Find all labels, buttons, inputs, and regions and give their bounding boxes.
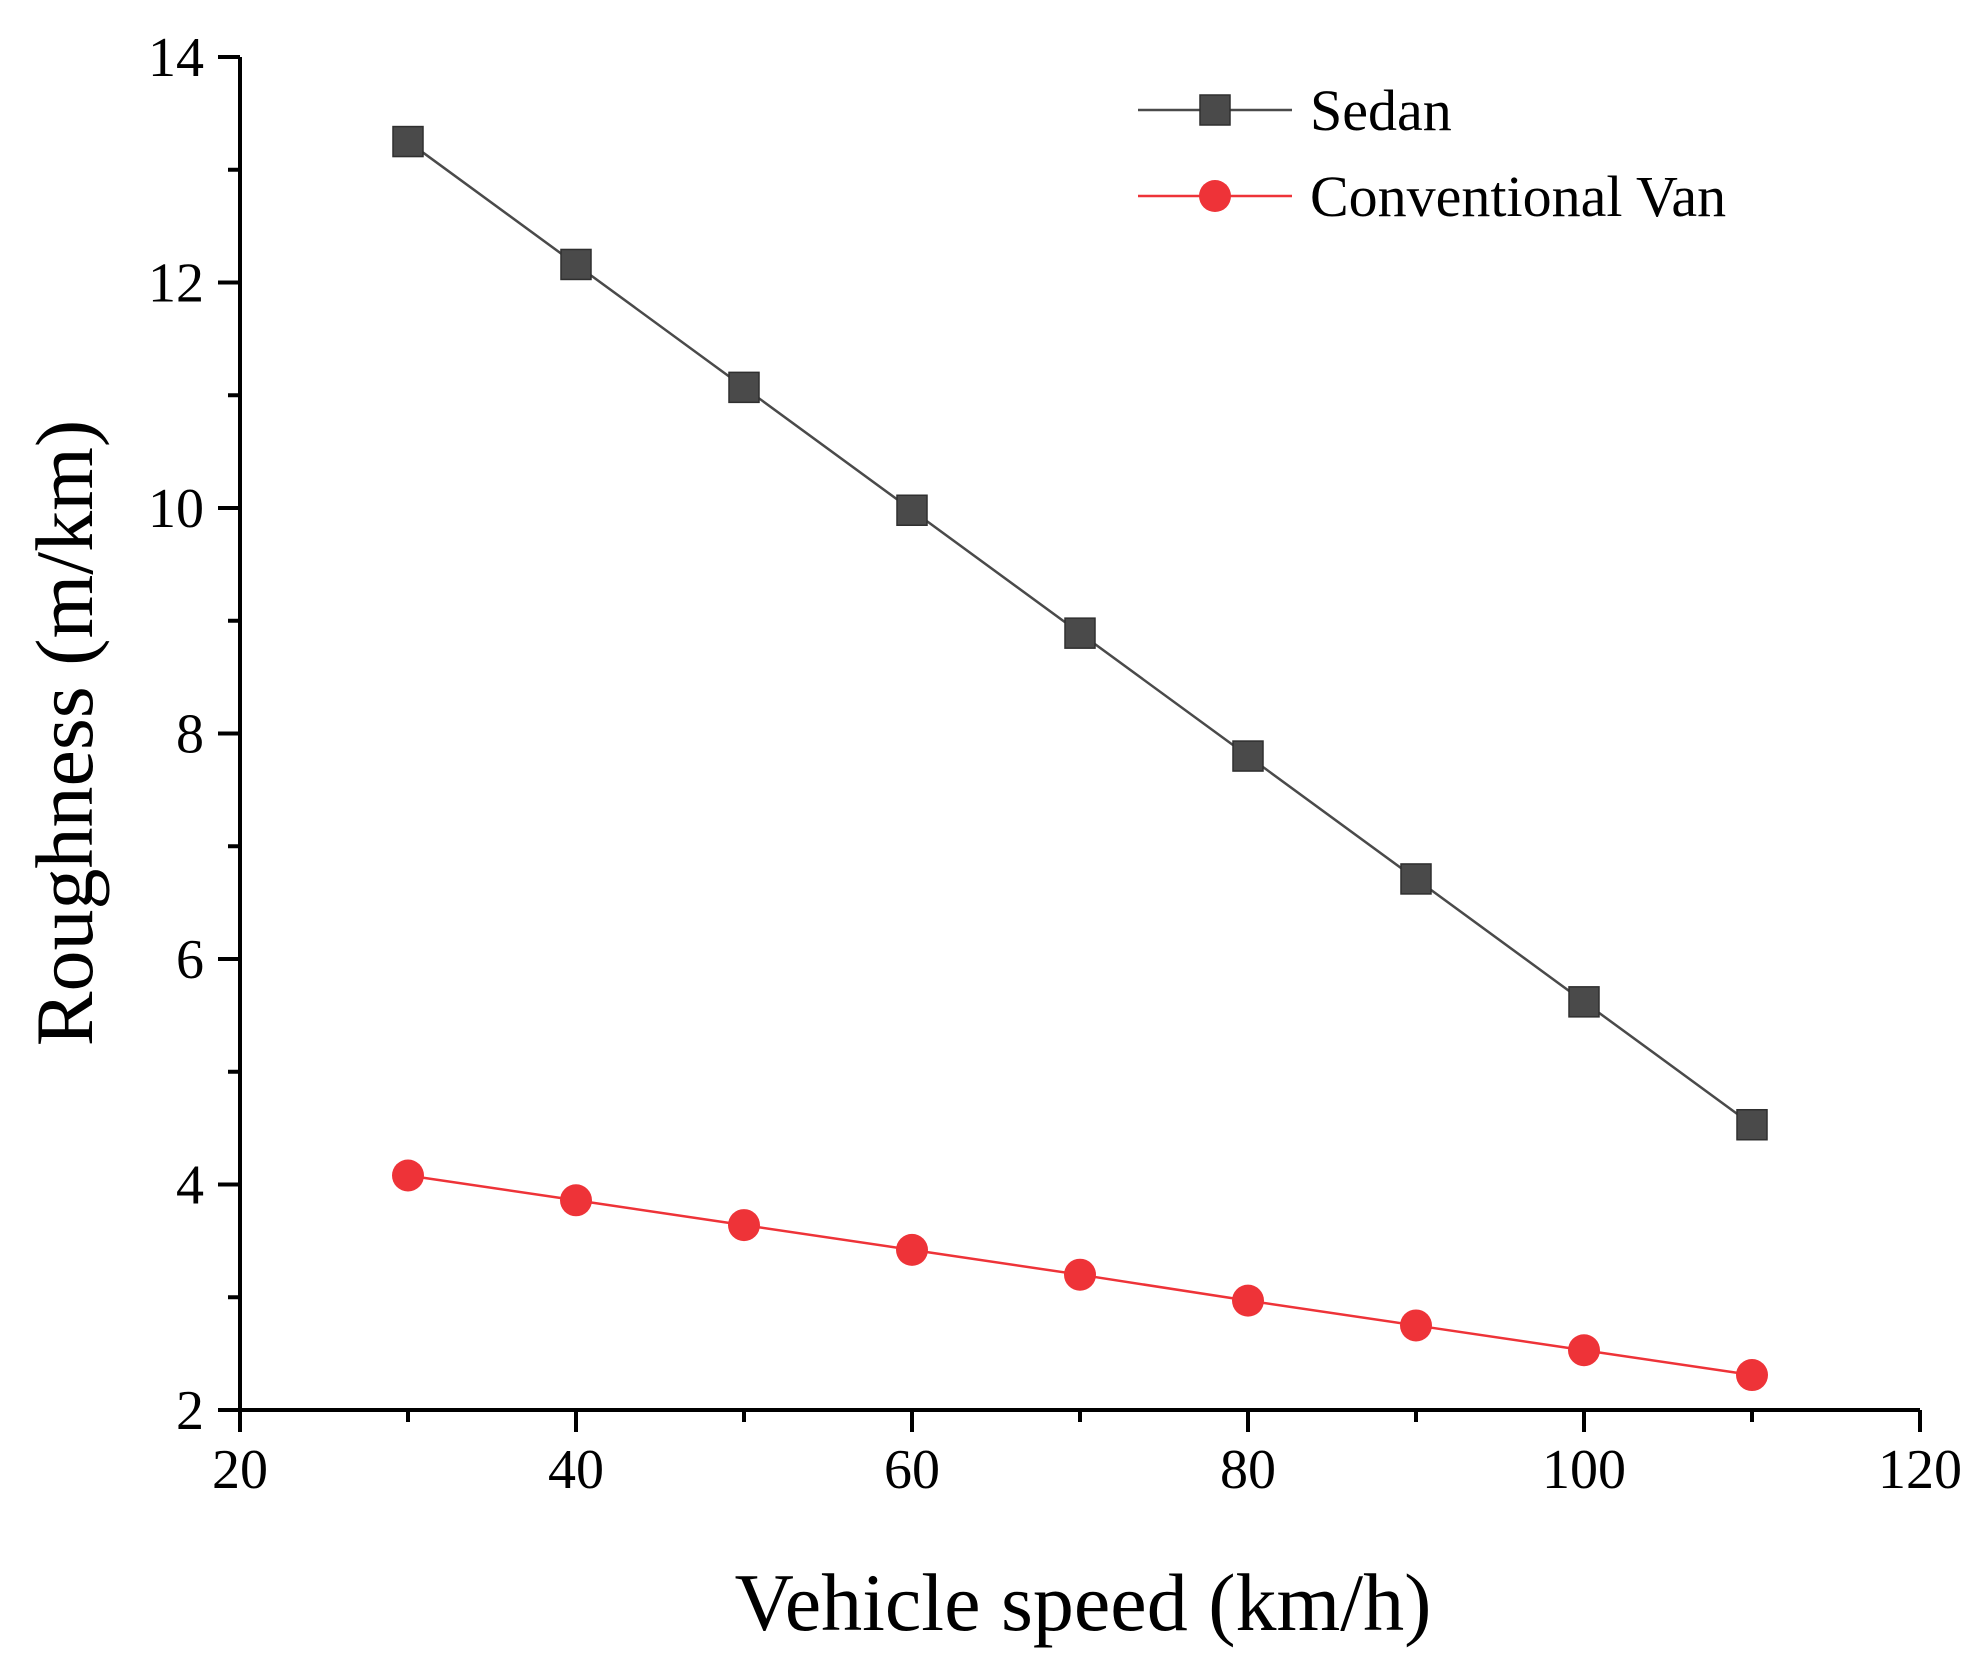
x-tick-label: 60	[884, 1439, 940, 1501]
x-tick-label: 120	[1878, 1439, 1962, 1501]
y-tick-label: 2	[176, 1380, 204, 1442]
data-point-sedan	[392, 125, 424, 158]
x-tick-label: 20	[212, 1439, 268, 1501]
y-tick-label: 14	[148, 27, 204, 89]
y-tick-label: 8	[176, 704, 204, 766]
legend-item-sedan: Sedan	[1138, 78, 1452, 143]
legend-label-conventional-van: Conventional Van	[1310, 164, 1726, 229]
data-point-conventional-van	[1064, 1258, 1096, 1291]
legend-item-conventional-van: Conventional Van	[1138, 164, 1726, 229]
x-tick-label: 100	[1542, 1439, 1626, 1501]
x-axis-title: Vehicle speed (km/h)	[735, 1557, 1432, 1648]
data-point-conventional-van	[1568, 1334, 1600, 1367]
y-axis-title: Roughness (m/km)	[19, 420, 110, 1046]
series-conventional-van	[392, 1159, 1768, 1392]
data-point-conventional-van	[1232, 1284, 1264, 1317]
x-tick-label: 40	[548, 1439, 604, 1501]
data-point-conventional-van	[392, 1159, 424, 1192]
axes: 20 40 60 80 100 120 2 4 6 8 10 12 14	[148, 27, 1962, 1501]
data-point-sedan	[1400, 863, 1432, 895]
data-point-sedan	[896, 494, 928, 527]
axis-titles: Vehicle speed (km/h) Roughness (m/km)	[19, 420, 1431, 1648]
data-point-sedan	[560, 248, 592, 281]
series-sedan	[392, 125, 1768, 1141]
data-point-sedan	[1736, 1108, 1768, 1141]
data-point-conventional-van	[1400, 1309, 1432, 1342]
data-point-conventional-van	[560, 1184, 592, 1217]
plot-series	[392, 125, 1768, 1392]
data-point-sedan	[1064, 617, 1096, 649]
legend: Sedan Conventional Van	[1138, 78, 1726, 229]
data-point-sedan	[1232, 740, 1264, 772]
data-point-sedan	[728, 371, 760, 404]
data-point-conventional-van	[1736, 1359, 1768, 1392]
y-tick-label: 6	[176, 929, 204, 991]
legend-marker-sedan	[1199, 94, 1231, 126]
x-tick-label: 80	[1220, 1439, 1276, 1501]
data-point-conventional-van	[896, 1233, 928, 1266]
data-point-sedan	[1568, 986, 1600, 1018]
y-tick-label: 4	[176, 1155, 204, 1217]
y-tick-label: 10	[148, 478, 204, 540]
y-tick-label: 12	[148, 253, 204, 315]
data-point-conventional-van	[728, 1209, 760, 1242]
legend-marker-conventional-van	[1199, 180, 1231, 212]
legend-label-sedan: Sedan	[1310, 78, 1452, 143]
